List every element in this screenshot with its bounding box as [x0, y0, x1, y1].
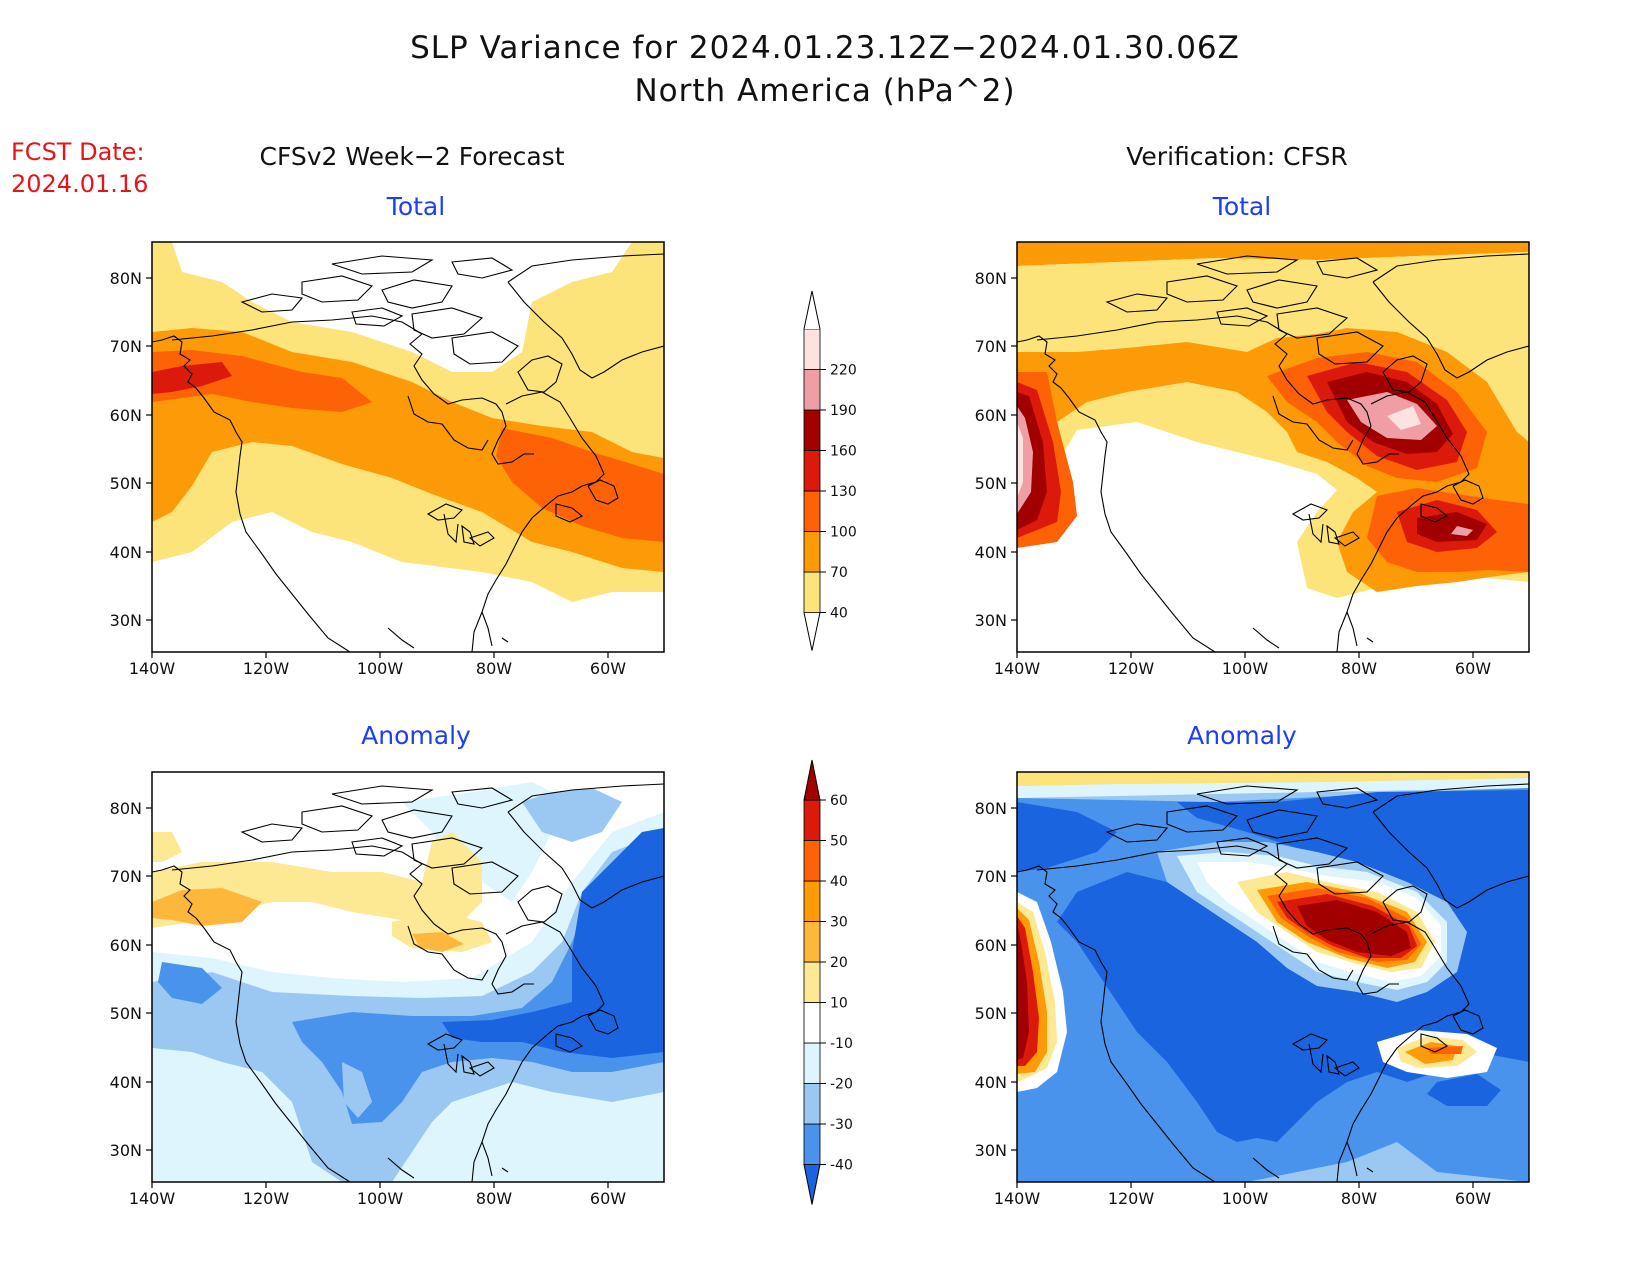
lat-tick-label: 30N — [110, 611, 142, 630]
top-left-panel-title: Total — [386, 192, 446, 221]
lat-tick-label: 30N — [110, 1141, 142, 1160]
lat-tick-label: 60N — [975, 406, 1007, 425]
lat-tick-label: 40N — [975, 1073, 1007, 1092]
colorbar-anomaly-upper-arrow — [803, 759, 821, 801]
colorbar-total-label: 40 — [830, 606, 848, 622]
lat-tick-label: 50N — [975, 1004, 1007, 1023]
verification-total-map — [1016, 241, 1530, 653]
top-right-panel-title: Total — [1212, 192, 1272, 221]
colorbar-anomaly-label: 20 — [830, 955, 848, 971]
lon-tick-label: 140W — [129, 659, 176, 678]
lat-tick-label: 30N — [975, 611, 1007, 630]
colorbar-total-swatch — [803, 490, 821, 532]
lon-tick-label: 80W — [476, 659, 512, 678]
lon-tick-label: 80W — [1341, 659, 1377, 678]
colorbar-anomaly-lower-arrow — [803, 1164, 821, 1205]
lat-tick-label: 50N — [110, 1004, 142, 1023]
lat-tick-label: 40N — [975, 543, 1007, 562]
colorbar-total-swatch — [803, 369, 821, 411]
colorbar-anomaly-swatch — [803, 921, 821, 963]
lon-tick-label: 120W — [1108, 659, 1155, 678]
lat-tick-label: 80N — [975, 799, 1007, 818]
colorbar-total-swatch — [803, 450, 821, 492]
colorbar-anomaly-label: -10 — [830, 1036, 853, 1052]
lon-tick-label: 140W — [129, 1189, 176, 1208]
lat-tick-label: 50N — [110, 474, 142, 493]
lon-tick-label: 100W — [1222, 1189, 1269, 1208]
lat-tick-label: 70N — [975, 867, 1007, 886]
main-subtitle: North America (hPa^2) — [634, 73, 1016, 109]
lat-tick-label: 80N — [110, 269, 142, 288]
colorbar-total-label: 160 — [830, 444, 857, 460]
forecast-total-map — [151, 241, 665, 653]
fcst-date-label: FCST Date: — [11, 138, 145, 166]
lat-tick-label: 70N — [110, 337, 142, 356]
colorbar-total-upper-cap — [803, 290, 821, 330]
colorbar-anomaly-swatch — [803, 799, 821, 841]
lon-tick-label: 100W — [1222, 659, 1269, 678]
lat-tick-label: 80N — [110, 799, 142, 818]
lon-tick-label: 100W — [357, 659, 404, 678]
lat-tick-label: 70N — [975, 337, 1007, 356]
lon-tick-label: 60W — [1455, 1189, 1491, 1208]
colorbar-total: 40 70 100 130 160 190 220 — [803, 290, 857, 651]
colorbar-anomaly-label: 60 — [830, 793, 848, 809]
lon-tick-label: 120W — [243, 1189, 290, 1208]
lon-tick-label: 120W — [243, 659, 290, 678]
colorbar-anomaly-swatch — [803, 961, 821, 1003]
lon-tick-label: 80W — [1341, 1189, 1377, 1208]
lon-tick-label: 120W — [1108, 1189, 1155, 1208]
colorbar-total-swatch — [803, 409, 821, 451]
lat-tick-label: 40N — [110, 543, 142, 562]
colorbar-anomaly: -40 -30 -20 -10 10 20 30 40 50 60 — [803, 759, 853, 1205]
lat-tick-label: 50N — [975, 474, 1007, 493]
lon-tick-label: 140W — [994, 659, 1041, 678]
bottom-left-panel-title: Anomaly — [361, 721, 471, 750]
main-title: SLP Variance for 2024.01.23.12Z−2024.01.… — [410, 30, 1240, 66]
forecast-anomaly-map — [151, 771, 665, 1183]
lon-tick-label: 100W — [357, 1189, 404, 1208]
colorbar-total-swatch — [803, 328, 821, 370]
lon-tick-label: 60W — [590, 659, 626, 678]
fcst-date-value: 2024.01.16 — [11, 170, 149, 198]
colorbar-anomaly-swatch — [803, 840, 821, 882]
lon-tick-label: 80W — [476, 1189, 512, 1208]
lon-tick-label: 60W — [1455, 659, 1491, 678]
colorbar-anomaly-label: 50 — [830, 834, 848, 850]
colorbar-anomaly-label: -20 — [830, 1077, 853, 1093]
forecast-column-title: CFSv2 Week−2 Forecast — [259, 142, 565, 171]
colorbar-anomaly-swatch — [803, 880, 821, 922]
lat-tick-label: 60N — [975, 936, 1007, 955]
colorbar-anomaly-swatch — [803, 1002, 821, 1044]
bottom-right-panel-title: Anomaly — [1187, 721, 1297, 750]
colorbar-total-swatch — [803, 571, 821, 613]
lat-tick-label: 80N — [975, 269, 1007, 288]
lon-tick-label: 140W — [994, 1189, 1041, 1208]
lat-tick-label: 60N — [110, 406, 142, 425]
lat-tick-label: 30N — [975, 1141, 1007, 1160]
colorbar-anomaly-swatch — [803, 1123, 821, 1165]
colorbar-total-label: 70 — [830, 565, 848, 581]
lat-tick-label: 40N — [110, 1073, 142, 1092]
colorbar-anomaly-label: 30 — [830, 915, 848, 931]
colorbar-total-label: 190 — [830, 403, 857, 419]
colorbar-anomaly-swatch — [803, 1083, 821, 1125]
colorbar-total-lower-cap — [803, 612, 821, 651]
verification-anomaly-map — [1016, 771, 1530, 1183]
colorbar-anomaly-label: -30 — [830, 1117, 853, 1133]
colorbar-total-label: 100 — [830, 525, 857, 541]
colorbar-anomaly-label: -40 — [830, 1158, 853, 1174]
lon-tick-label: 60W — [590, 1189, 626, 1208]
colorbar-anomaly-swatch — [803, 1042, 821, 1084]
colorbar-total-label: 130 — [830, 484, 857, 500]
colorbar-anomaly-label: 10 — [830, 996, 848, 1012]
colorbar-anomaly-label: 40 — [830, 874, 848, 890]
axes-layer: 80N 70N 60N 50N 40N 30N 140W 120W 100W 80W 60W 80N 7… — [110, 269, 1492, 1208]
lat-tick-label: 60N — [110, 936, 142, 955]
colorbar-total-swatch — [803, 531, 821, 573]
colorbar-total-label: 220 — [830, 363, 857, 379]
verification-column-title: Verification: CFSR — [1126, 142, 1348, 171]
lat-tick-label: 70N — [110, 867, 142, 886]
